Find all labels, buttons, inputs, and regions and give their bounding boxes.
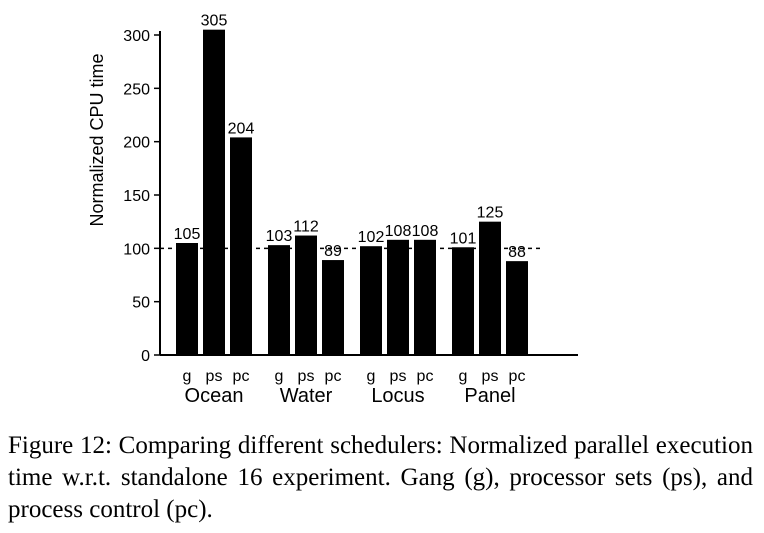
bar-panel-g [452, 247, 474, 355]
bar-ocean-g [176, 243, 198, 355]
bar-category-label: g [183, 368, 192, 385]
bar-value-label: 305 [201, 13, 228, 30]
bar-locus-g [360, 246, 382, 355]
bar-value-label: 204 [228, 120, 255, 137]
bar-value-label: 108 [385, 223, 412, 240]
bar-value-label: 112 [293, 219, 319, 236]
bar-value-label: 108 [412, 223, 439, 240]
bar-value-label: 101 [450, 230, 477, 247]
bar-category-label: pc [325, 368, 342, 385]
y-tick-label: 0 [141, 348, 150, 365]
figure-caption: Figure 12: Comparing different scheduler… [8, 432, 753, 523]
y-tick-label: 300 [123, 28, 150, 45]
bar-ocean-ps [203, 29, 225, 356]
y-tick-label: 50 [132, 295, 150, 312]
bar-value-label: 89 [324, 243, 342, 260]
bar-category-label: g [459, 368, 468, 385]
bar-value-label: 103 [266, 228, 293, 245]
bar-value-label: 88 [508, 244, 526, 261]
bar-water-pc [322, 260, 344, 355]
y-tick-label: 250 [123, 81, 150, 98]
bar-ocean-pc [230, 137, 252, 355]
bar-panel-pc [506, 261, 528, 355]
bar-locus-pc [414, 239, 436, 355]
y-tick-label: 150 [123, 188, 150, 205]
bar-category-label: ps [390, 368, 407, 385]
bar-panel-ps [479, 221, 501, 355]
bar-category-label: g [367, 368, 376, 385]
y-tick-label: 200 [123, 135, 150, 152]
bar-category-label: g [275, 368, 284, 385]
bar-value-label: 105 [174, 226, 201, 243]
bar-category-label: pc [509, 368, 526, 385]
group-label: Ocean [185, 385, 244, 407]
bar-value-label: 125 [477, 205, 504, 222]
bar-category-label: pc [233, 368, 250, 385]
group-label: Panel [464, 385, 515, 407]
bar-value-label: 102 [358, 229, 385, 246]
y-axis-label: Normalized CPU time [87, 53, 107, 226]
y-tick-label: 100 [123, 241, 150, 258]
bar-locus-ps [387, 239, 409, 355]
bar-category-label: ps [482, 368, 499, 385]
group-label: Water [280, 385, 333, 407]
bars [176, 29, 528, 356]
bar-water-ps [295, 235, 317, 355]
group-label: Locus [371, 385, 424, 407]
bar-water-g [268, 245, 290, 355]
bar-category-label: ps [206, 368, 223, 385]
bar-category-label: ps [298, 368, 315, 385]
y-axis: 0 50 100 150 200 250 300 [123, 28, 578, 365]
bar-category-label: pc [417, 368, 434, 385]
